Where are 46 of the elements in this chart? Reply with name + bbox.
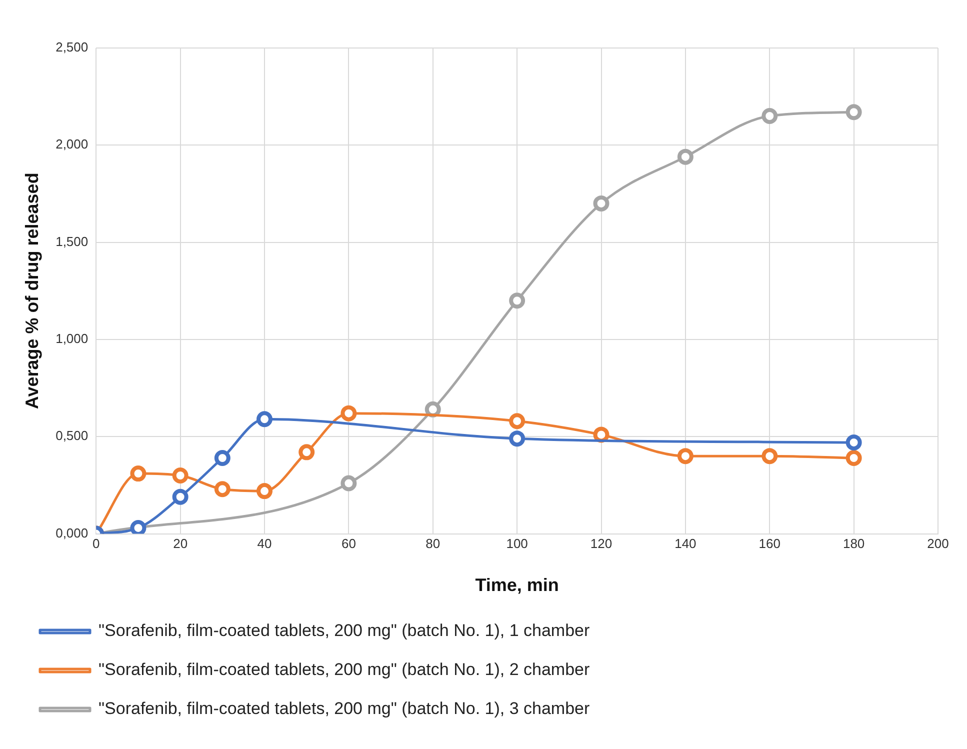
x-tick-label: 160 <box>758 536 780 552</box>
point <box>172 488 188 505</box>
point <box>509 413 526 430</box>
point <box>509 430 526 447</box>
point <box>130 520 146 534</box>
point <box>846 104 862 120</box>
point <box>846 434 862 450</box>
x-tick-label: 200 <box>927 536 949 552</box>
y-tick-label: 1,500 <box>56 234 88 249</box>
x-tick-label: 20 <box>173 536 188 552</box>
point <box>340 475 357 492</box>
y-tick-label: 2,500 <box>56 40 88 55</box>
x-tick-label: 0 <box>92 536 100 552</box>
y-tick-label: 2,000 <box>56 136 88 152</box>
x-tick-label: 120 <box>590 536 612 552</box>
point <box>677 148 694 165</box>
x-tick-label: 60 <box>341 536 356 552</box>
point <box>509 292 526 309</box>
x-tick-label: 100 <box>506 536 528 552</box>
legend-label: "Sorafenib, film-coated tablets, 200 mg" (batch No. 1), 3 chamber <box>98 699 590 718</box>
point <box>214 450 230 466</box>
x-tick-label: 140 <box>674 536 696 552</box>
y-tick-label: 0,000 <box>56 525 88 540</box>
legend-label: "Sorafenib, film-coated tablets, 200 mg" (batch No. 1), 1 chamber <box>98 621 590 640</box>
point <box>256 411 273 428</box>
point <box>172 468 188 484</box>
legend-label: "Sorafenib, film-coated tablets, 200 mg" (batch No. 1), 2 chamber <box>98 660 590 680</box>
point <box>762 448 778 464</box>
point <box>593 195 610 212</box>
y-tick-label: 0,500 <box>56 428 88 444</box>
x-tick-label: 180 <box>842 536 865 552</box>
y-axis-title: Average % of drug released <box>22 172 42 410</box>
point <box>256 483 273 500</box>
x-tick-label: 40 <box>257 536 272 552</box>
point <box>130 466 146 482</box>
point <box>298 444 315 460</box>
point <box>214 481 230 498</box>
point <box>340 405 357 422</box>
x-axis-title: Time, min <box>475 575 559 596</box>
y-tick-label: 1,000 <box>56 331 88 346</box>
point <box>762 108 778 124</box>
point <box>677 448 694 464</box>
point <box>846 450 862 466</box>
point <box>424 401 441 418</box>
x-tick-label: 80 <box>426 536 440 552</box>
point <box>593 426 610 443</box>
